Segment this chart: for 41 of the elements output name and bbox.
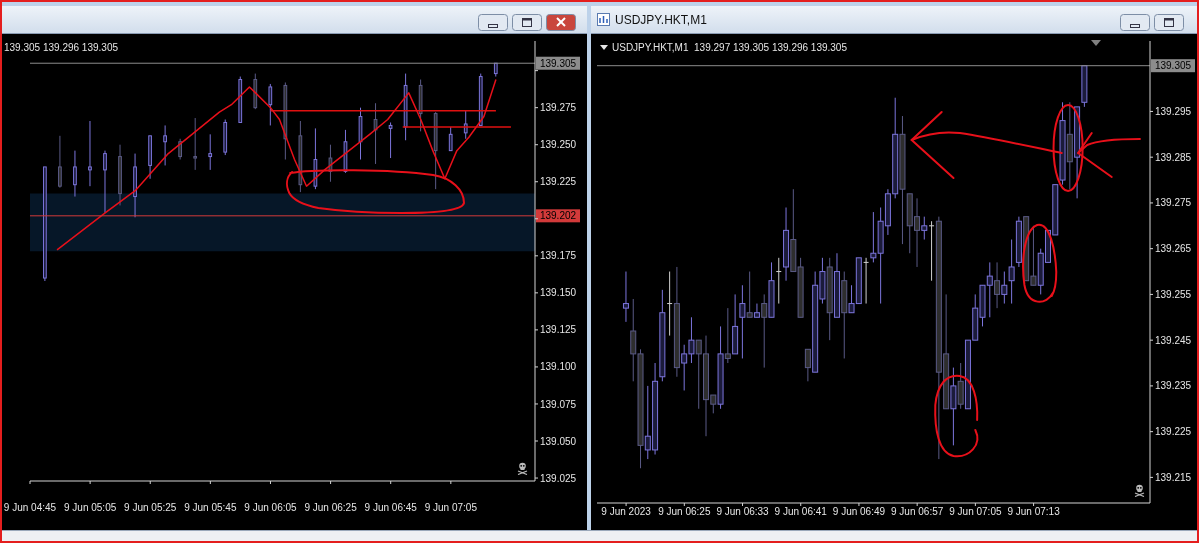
x-tick-label: 9 Jun 06:49 — [832, 506, 886, 518]
x-tick-label: 9 Jun 07:05 — [949, 506, 1002, 518]
y-tick-label: 139.285 — [1155, 151, 1192, 163]
y-tick-label: 139.075 — [540, 398, 577, 410]
ref-line-label: 139.305 — [539, 57, 577, 69]
y-tick-label: 139.265 — [1155, 243, 1192, 255]
y-tick-label: 139.215 — [1155, 471, 1192, 483]
x-tick-label: 9 Jun 06:25 — [304, 502, 358, 514]
y-tick-label: 139.235 — [1155, 380, 1192, 392]
x-tick-label: 9 Jun 07:05 — [424, 502, 478, 514]
x-tick-label: 9 Jun 04:45 — [3, 502, 57, 514]
y-tick-label: 139.050 — [540, 435, 577, 447]
x-tick-label: 9 Jun 05:25 — [124, 502, 177, 514]
ref-line-label: 139.305 — [1154, 60, 1192, 72]
x-tick-label: 9 Jun 05:45 — [184, 502, 237, 514]
y-tick-label: 139.125 — [540, 324, 577, 336]
text: USDJPY.HKT,M1 — [615, 13, 707, 27]
x-tick-label: 9 Jun 06:45 — [364, 502, 418, 514]
y-tick-label: 139.175 — [540, 250, 577, 262]
x-tick-label: 9 Jun 06:33 — [716, 506, 770, 518]
ref-line-label: 139.202 — [539, 210, 577, 222]
y-tick-label: 139.295 — [1155, 105, 1192, 117]
y-tick-label: 139.150 — [540, 287, 577, 299]
chart-title: 139.305 139.296 139.305 — [4, 42, 118, 53]
x-tick-label: 9 Jun 2023 — [601, 506, 652, 518]
y-tick-label: 139.255 — [1155, 288, 1192, 300]
y-tick-label: 139.025 — [540, 472, 577, 484]
y-tick-label: 139.225 — [1155, 426, 1192, 438]
y-tick-label: 139.245 — [1155, 334, 1192, 346]
x-tick-label: 9 Jun 07:13 — [1007, 506, 1061, 518]
y-tick-label: 139.275 — [540, 102, 577, 114]
y-tick-label: 139.100 — [540, 361, 577, 373]
y-tick-label: 139.225 — [540, 176, 577, 188]
chart-title: USDJPY.HKT,M1 139.297 139.305 139.296 139.305 — [612, 42, 847, 53]
y-tick-label: 139.275 — [1155, 197, 1192, 209]
x-tick-label: 9 Jun 06:41 — [774, 506, 828, 518]
x-tick-label: 9 Jun 06:25 — [658, 506, 711, 518]
x-tick-label: 9 Jun 06:05 — [244, 502, 298, 514]
y-tick-label: 139.250 — [540, 139, 577, 151]
x-tick-label: 9 Jun 05:05 — [63, 502, 117, 514]
x-tick-label: 9 Jun 06:57 — [891, 506, 944, 518]
